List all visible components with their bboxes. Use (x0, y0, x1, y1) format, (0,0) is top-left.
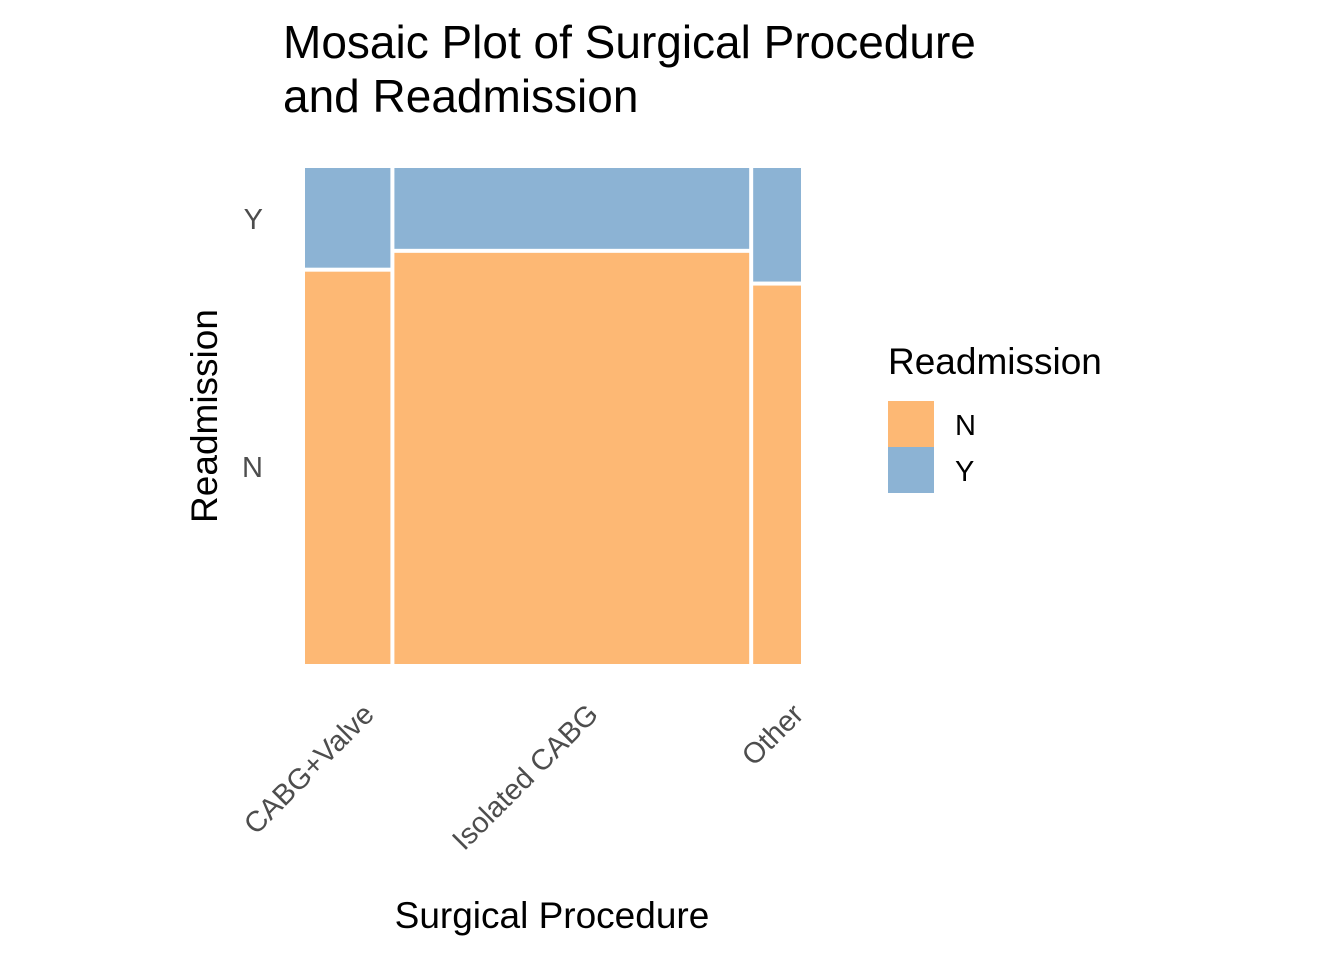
legend-label-n: N (955, 410, 976, 442)
mosaic-tile-isolated-cabg-n (394, 252, 750, 664)
legend-key-n (888, 401, 934, 447)
y-tick-label-y: Y (244, 204, 263, 236)
chart-title: Mosaic Plot of Surgical Procedure and Re… (283, 16, 989, 122)
mosaic-tile-cabg-valve-y (305, 168, 391, 268)
legend-label-y: Y (955, 456, 974, 488)
mosaic-plot-area (305, 168, 801, 664)
legend: Readmission NY (888, 341, 1102, 493)
mosaic-tile-cabg-valve-n (305, 271, 391, 664)
legend-key-y (888, 447, 934, 493)
x-tick-label-isolated-cabg: Isolated CABG (446, 698, 604, 856)
x-axis-title: Surgical Procedure (395, 895, 710, 936)
y-axis-title: Readmission (184, 309, 225, 523)
mosaic-tile-isolated-cabg-y (394, 168, 750, 249)
mosaic-tile-other-y (753, 168, 801, 282)
legend-title: Readmission (888, 341, 1102, 382)
chart-title-line-1: Mosaic Plot of Surgical Procedure (283, 16, 976, 68)
y-tick-label-n: N (242, 452, 263, 484)
x-tick-label-cabg-valve: CABG+Valve (238, 698, 380, 840)
chart-title-line-2: and Readmission (283, 70, 638, 122)
x-tick-label-other: Other (736, 698, 810, 772)
mosaic-tile-other-n (753, 285, 801, 664)
x-axis-ticks: CABG+Valve Isolated CABG Other (238, 698, 810, 857)
y-axis-ticks: YN (242, 204, 263, 484)
